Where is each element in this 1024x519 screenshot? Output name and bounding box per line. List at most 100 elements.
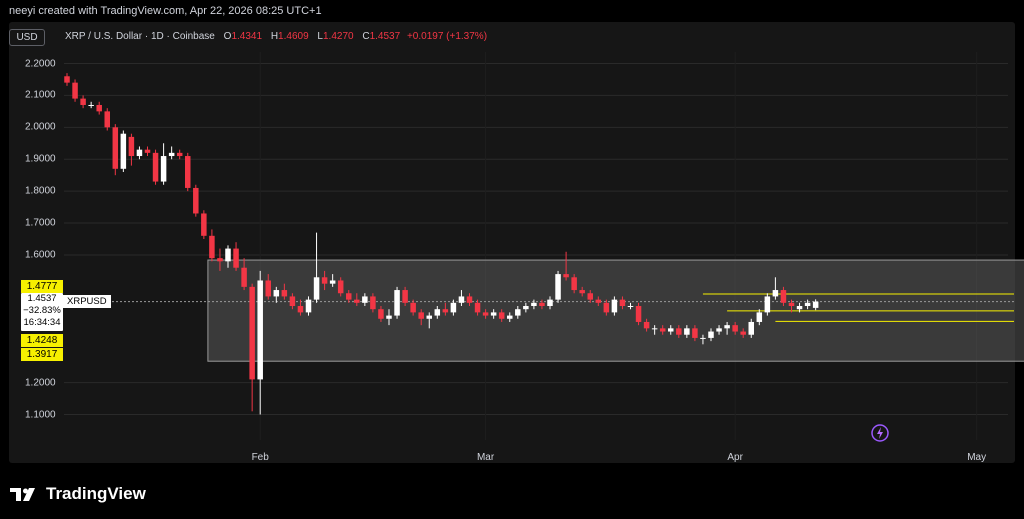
candle xyxy=(80,95,86,109)
candle-body xyxy=(160,156,167,182)
candle-body xyxy=(144,149,151,153)
tradingview-logo-icon xyxy=(10,488,35,501)
candle xyxy=(724,321,730,335)
candle-body xyxy=(507,315,513,319)
candle xyxy=(692,325,698,342)
candle xyxy=(498,309,505,322)
candle-body xyxy=(555,274,561,300)
candle-body xyxy=(418,312,424,319)
lightning-badge-icon[interactable] xyxy=(870,423,890,448)
candle-body xyxy=(442,309,449,313)
candle-body xyxy=(402,290,408,303)
brand-name: TradingView xyxy=(46,484,146,503)
candle xyxy=(507,312,513,322)
candle xyxy=(185,152,191,192)
candle-body xyxy=(804,302,811,307)
candle-body xyxy=(563,274,569,278)
candle xyxy=(386,309,392,326)
candle xyxy=(136,146,143,160)
current-price-label: 1.4537 −32.83% 16:34:34 xyxy=(21,293,63,331)
candle-body xyxy=(700,337,706,339)
candle xyxy=(740,328,746,338)
candle-body xyxy=(579,290,585,294)
candle-body xyxy=(595,299,602,303)
candle-body xyxy=(241,267,247,287)
currency-button[interactable]: USD xyxy=(9,29,45,46)
candle-body xyxy=(515,309,521,316)
candle-body xyxy=(635,306,642,322)
candle-body xyxy=(193,187,199,214)
candle xyxy=(313,232,320,303)
candle xyxy=(281,283,288,300)
resistance-price-label: 1.4777 xyxy=(21,280,63,293)
candle-body xyxy=(104,111,110,128)
candle-body xyxy=(724,325,730,329)
candle xyxy=(651,325,658,335)
candle-body xyxy=(378,309,384,319)
y-tick-label: 1.8000 xyxy=(25,185,56,197)
candle xyxy=(804,299,811,310)
candle-body xyxy=(684,328,690,335)
candle xyxy=(225,245,231,268)
candle xyxy=(176,149,183,160)
symbol-price-tag: XRPUSD xyxy=(63,295,111,308)
candle-body xyxy=(112,127,119,169)
candle xyxy=(732,321,738,335)
x-tick-label: Apr xyxy=(727,452,743,463)
candle-body xyxy=(313,277,320,300)
candle xyxy=(571,274,577,294)
candle xyxy=(450,299,457,316)
candle-body xyxy=(523,306,529,310)
candle xyxy=(273,286,280,303)
level-low-price-label: 1.3917 xyxy=(21,348,63,361)
candle-body xyxy=(732,325,738,332)
candle xyxy=(756,309,763,326)
candle xyxy=(515,306,521,319)
candle xyxy=(490,309,497,319)
candle xyxy=(104,108,110,131)
candle-body xyxy=(80,98,86,105)
candle-body xyxy=(748,321,754,335)
candle xyxy=(354,293,360,307)
candle xyxy=(209,229,215,262)
candle xyxy=(684,325,690,338)
candle-body xyxy=(168,152,175,157)
candle xyxy=(362,293,368,307)
candle-body xyxy=(812,301,819,308)
candle xyxy=(160,143,167,185)
candle xyxy=(128,133,135,166)
candle xyxy=(619,296,626,310)
candle-body xyxy=(668,328,674,332)
current-price-change: −32.83% xyxy=(23,305,61,316)
candle xyxy=(378,306,384,322)
candle-body xyxy=(756,312,763,322)
candle-body xyxy=(337,280,344,294)
candle-body xyxy=(619,299,626,307)
candle-body xyxy=(257,280,263,380)
legend-low-label: L xyxy=(317,31,323,42)
candle-body xyxy=(321,277,328,284)
candle xyxy=(708,328,714,342)
candle xyxy=(329,274,336,287)
candle-body xyxy=(329,280,336,284)
candle-body xyxy=(708,331,714,338)
candle xyxy=(523,302,529,313)
candle xyxy=(144,146,151,157)
candle-body xyxy=(458,296,465,303)
candle xyxy=(772,277,779,300)
legend-symbol: XRP / U.S. Dollar · 1D · Coinbase xyxy=(65,31,215,42)
candle xyxy=(337,277,344,297)
candle-body xyxy=(362,296,368,303)
candle xyxy=(72,79,78,102)
candle xyxy=(96,101,102,115)
candle-body xyxy=(410,302,416,313)
grid-lines xyxy=(64,52,1008,440)
candle xyxy=(168,146,175,160)
candle-body xyxy=(394,290,400,316)
candle-body xyxy=(651,328,658,330)
candle-body xyxy=(265,280,271,297)
candle-body xyxy=(490,312,497,316)
candle xyxy=(595,296,602,307)
candle xyxy=(321,270,328,291)
